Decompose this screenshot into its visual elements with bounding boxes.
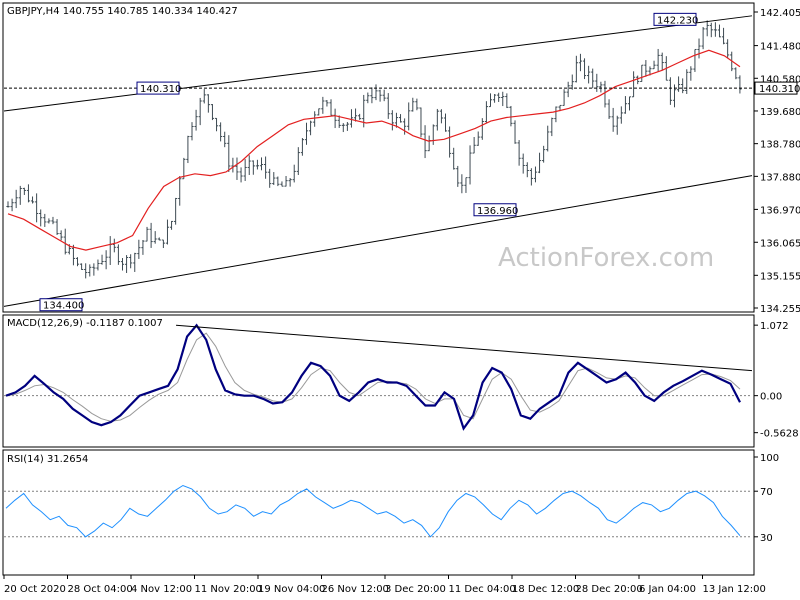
price-tick-label: 135.155 [760, 271, 800, 282]
x-tick-label: 6 Jan 04:00 [639, 584, 696, 595]
x-tick-label: 11 Nov 20:00 [195, 584, 262, 595]
price-tick-label: 138.780 [760, 140, 800, 151]
watermark: ActionForex.com [498, 243, 714, 273]
annotation-label: 134.400 [43, 301, 84, 312]
macd-panel-frame [2, 314, 755, 448]
annotation-box [473, 203, 517, 217]
macd-line [5, 323, 741, 431]
price-tick-label: 140.580 [760, 74, 800, 85]
price-tick-label: 142.405 [760, 8, 800, 19]
price-panel-frame [2, 2, 755, 313]
rsi-panel-frame [2, 449, 755, 576]
x-tick-label: 20 Oct 2020 [4, 584, 66, 595]
channel-lower-line [3, 175, 753, 307]
x-tick-label: 26 Nov 12:00 [322, 584, 389, 595]
price-annotation: 142.230 [653, 12, 698, 26]
annotation-label: 136.960 [477, 206, 518, 217]
x-tick-label: 28 Dec 20:00 [576, 584, 643, 595]
x-tick-label: 4 Nov 12:00 [131, 584, 192, 595]
price-tick-label: 139.680 [760, 107, 800, 118]
annotation-box [136, 81, 180, 95]
price-annotation: 134.400 [39, 298, 84, 312]
macd-title: MACD(12,26,9) -0.1187 0.1007 [7, 318, 163, 329]
rsi-tick-label: 70 [760, 487, 773, 498]
macd-trendline [176, 324, 753, 372]
axis-layer: 142.405 141.480 140.580 139.680 138.780 137.8… [3, 8, 800, 595]
moving-average-line [7, 49, 741, 251]
price-tick-label: 136.065 [760, 238, 800, 249]
current-price-box [754, 81, 798, 95]
rsi-tick-label: 30 [760, 533, 773, 544]
price-annotation: 140.310 [136, 81, 181, 95]
price-tick-label: 137.880 [760, 172, 800, 183]
price-tick-label: 136.970 [760, 205, 800, 216]
channel-upper-line [3, 15, 753, 112]
x-tick-label: 11 Dec 04:00 [449, 584, 516, 595]
price-tick-label: 134.255 [760, 304, 800, 315]
annotation-label: 142.230 [657, 15, 698, 26]
macd-tick-label: -0.5628 [760, 429, 799, 440]
macd-tick-label: 0.00 [760, 392, 782, 403]
macd-tick-label: 1.072 [760, 321, 789, 332]
current-price-label: 140.310 [759, 84, 800, 95]
rsi-title: RSI(14) 31.2654 [7, 454, 88, 465]
x-tick-label: 19 Nov 04:00 [258, 584, 325, 595]
price-layer: 134.400 140.310 136.960 142.230 [3, 12, 753, 312]
rsi-line [5, 484, 741, 538]
rsi-tick-label: 100 [760, 453, 779, 464]
annotation-label: 140.310 [140, 84, 181, 95]
annotation-box [39, 298, 83, 312]
price-title: GBPJPY,H4 140.755 140.785 140.334 140.42… [7, 6, 238, 17]
macd-layer [4, 323, 753, 431]
annotation-box [653, 12, 697, 26]
x-tick-label: 18 Dec 12:00 [512, 584, 579, 595]
x-tick-label: 28 Oct 04:00 [68, 584, 133, 595]
price-tick-label: 141.480 [760, 42, 800, 53]
price-annotation: 136.960 [473, 203, 518, 217]
rsi-layer [4, 484, 752, 538]
x-tick-label: 3 Dec 20:00 [385, 584, 446, 595]
x-tick-label: 13 Jan 12:00 [703, 584, 766, 595]
